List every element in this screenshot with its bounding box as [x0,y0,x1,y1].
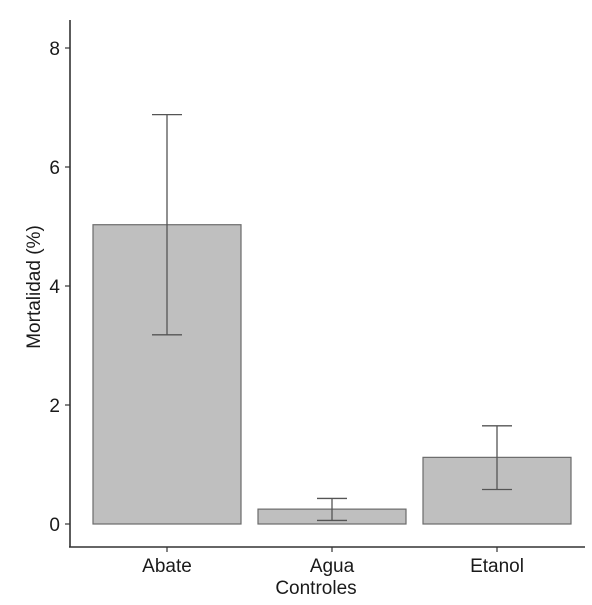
error-bar-etanol [482,425,512,491]
x-tick-label-agua: Agua [310,556,355,577]
x-ticks: Abate Agua Etanol [142,547,524,577]
x-tick-label-abate: Abate [142,556,192,577]
error-bar-abate [152,113,182,336]
y-tick-label: 6 [49,158,60,179]
y-axis-title: Mortalidad (%) [24,225,45,349]
y-tick-label: 4 [49,277,60,298]
error-bars-layer [152,113,512,522]
y-tick-label: 8 [49,39,60,60]
y-ticks: 0 2 4 6 8 [49,39,70,536]
x-axis-title: Controles [275,578,356,599]
y-tick-label: 2 [49,396,60,417]
y-tick-label: 0 [49,515,60,536]
bars-layer [92,224,572,525]
x-tick-label-etanol: Etanol [470,556,524,577]
error-bar-agua [317,497,347,522]
